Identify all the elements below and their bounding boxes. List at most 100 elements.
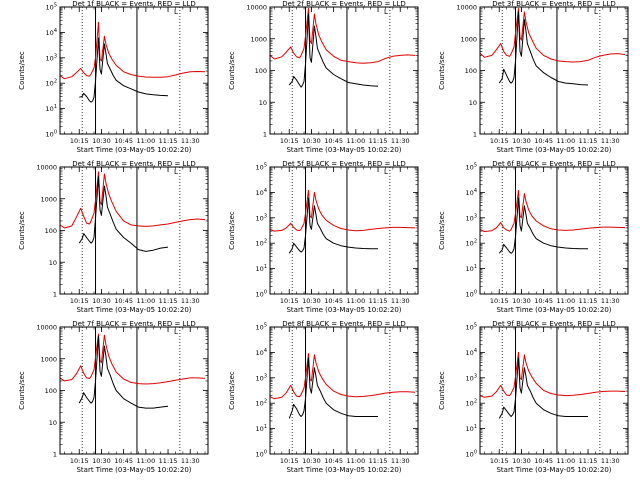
x-axis-label: Start Time (03-May-05 10:02:20): [286, 466, 401, 474]
corner-mark: L: [174, 8, 178, 16]
series-line-lld: [479, 189, 626, 232]
x-tick-label: 10:30: [302, 137, 321, 145]
panel-title: Det 5f BLACK = Events, RED = LLD: [282, 160, 405, 168]
y-tick-label: 103: [46, 53, 57, 62]
y-tick-label: 100: [45, 387, 57, 395]
x-tick-label: 10:15: [490, 297, 509, 305]
x-tick-label: 10:30: [92, 137, 111, 145]
corner-mark: L: [594, 328, 598, 336]
y-tick-label: 1: [473, 131, 477, 139]
x-tick-label: 11:30: [601, 137, 620, 145]
x-tick-label: 10:30: [512, 297, 531, 305]
x-tick-label: 10:30: [92, 457, 111, 465]
x-tick-label: 10:45: [114, 137, 133, 145]
y-tick-label: 105: [256, 323, 267, 332]
x-tick-label: 10:30: [512, 137, 531, 145]
y-tick-label: 101: [256, 424, 267, 433]
x-tick-label: 11:00: [136, 137, 155, 145]
panel-title: Det 8f BLACK = Events, RED = LLD: [282, 320, 405, 328]
x-tick-label: 11:15: [369, 457, 388, 465]
series-line-events: [498, 197, 588, 254]
x-tick-label: 10:45: [114, 457, 133, 465]
y-tick-label: 102: [256, 239, 267, 248]
y-tick-label: 102: [256, 399, 267, 408]
x-tick-label: 11:30: [391, 137, 410, 145]
y-tick-label: 101: [466, 424, 477, 433]
y-axis-label: Counts/sec: [18, 51, 26, 90]
x-tick-label: 10:15: [490, 457, 509, 465]
y-tick-label: 1000: [460, 35, 477, 43]
corner-mark: L: [174, 168, 178, 176]
y-tick-label: 104: [466, 348, 477, 357]
x-tick-label: 11:00: [346, 297, 365, 305]
panel-title: Det 2f BLACK = Events, RED = LLD: [282, 0, 405, 8]
x-axis-label: Start Time (03-May-05 10:02:20): [496, 306, 611, 314]
plot-frame: [59, 166, 209, 295]
x-tick-label: 11:00: [136, 457, 155, 465]
y-tick-label: 10000: [246, 4, 267, 12]
y-tick-label: 100: [466, 290, 477, 299]
y-tick-label: 103: [256, 213, 267, 222]
series-line-events: [498, 357, 588, 419]
plot-frame: [479, 326, 629, 455]
series-line-lld: [269, 8, 416, 64]
y-tick-label: 105: [466, 323, 477, 332]
y-axis-label: Counts/sec: [438, 51, 446, 90]
series-line-lld: [59, 21, 206, 80]
y-axis-label: Counts/sec: [228, 211, 236, 250]
corner-mark: L: [174, 328, 178, 336]
series-line-events: [498, 11, 589, 86]
series-line-events: [288, 197, 378, 254]
x-tick-label: 11:00: [556, 457, 575, 465]
x-tick-label: 11:15: [369, 297, 388, 305]
y-tick-label: 100: [46, 130, 57, 139]
x-tick-label: 11:30: [391, 457, 410, 465]
y-tick-label: 104: [256, 188, 267, 197]
series-line-events: [79, 37, 169, 103]
series-line-lld: [59, 171, 206, 229]
x-tick-label: 11:30: [181, 457, 200, 465]
x-axis-label: Start Time (03-May-05 10:02:20): [76, 306, 191, 314]
y-tick-label: 105: [46, 3, 57, 12]
x-tick-label: 11:00: [346, 137, 365, 145]
x-tick-label: 10:15: [70, 137, 89, 145]
y-tick-label: 100: [466, 450, 477, 459]
y-tick-label: 1000: [250, 35, 267, 43]
x-tick-label: 11:15: [579, 137, 598, 145]
x-tick-label: 11:00: [136, 297, 155, 305]
y-axis-label: Counts/sec: [228, 51, 236, 90]
x-tick-label: 10:15: [70, 457, 89, 465]
x-tick-label: 10:30: [512, 457, 531, 465]
y-tick-label: 102: [466, 239, 477, 248]
y-tick-label: 1000: [40, 195, 57, 203]
corner-mark: L: [384, 8, 388, 16]
x-tick-label: 10:30: [302, 457, 321, 465]
x-tick-label: 11:30: [181, 137, 200, 145]
x-tick-label: 10:45: [324, 137, 343, 145]
y-tick-label: 1000: [40, 355, 57, 363]
x-tick-label: 10:45: [534, 137, 553, 145]
x-tick-label: 11:00: [556, 137, 575, 145]
y-tick-label: 100: [256, 450, 267, 459]
series-line-events: [78, 176, 169, 252]
y-tick-label: 100: [255, 67, 267, 75]
y-tick-label: 102: [466, 399, 477, 408]
panel-title: Det 9f BLACK = Events, RED = LLD: [492, 320, 615, 328]
panel-title: Det 3f BLACK = Events, RED = LLD: [492, 0, 615, 8]
y-tick-label: 104: [46, 28, 57, 37]
x-tick-label: 11:15: [159, 457, 178, 465]
y-tick-label: 100: [465, 67, 477, 75]
y-tick-label: 100: [256, 290, 267, 299]
plot-frame: [269, 326, 419, 455]
y-tick-label: 105: [256, 163, 267, 172]
y-tick-label: 10: [469, 99, 477, 107]
y-tick-label: 10000: [36, 324, 57, 332]
x-tick-label: 10:30: [302, 297, 321, 305]
